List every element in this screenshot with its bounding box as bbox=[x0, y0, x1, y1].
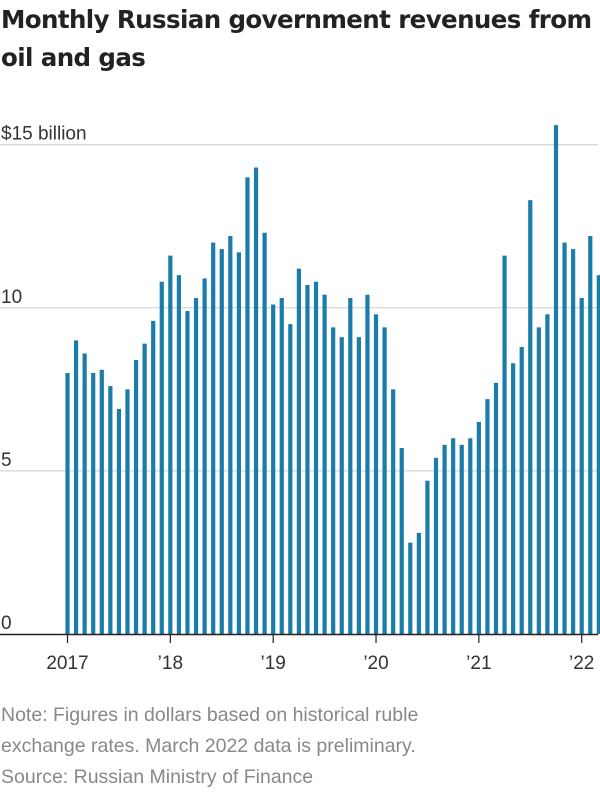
bar bbox=[125, 389, 130, 634]
bar bbox=[133, 359, 139, 634]
bar bbox=[193, 298, 199, 634]
x-tick-label: ’19 bbox=[261, 653, 286, 674]
bar bbox=[416, 532, 421, 634]
bar bbox=[408, 542, 413, 634]
bar bbox=[168, 255, 173, 635]
bar bbox=[108, 386, 113, 634]
bar bbox=[288, 324, 293, 634]
bar bbox=[399, 448, 404, 634]
bar bbox=[176, 275, 182, 634]
bar bbox=[262, 232, 267, 634]
note-line-1: Note: Figures in dollars based on histor… bbox=[1, 704, 419, 726]
bar bbox=[365, 294, 370, 634]
bar-chart: $15 billion 10 5 0 2017 ’18 ’19 ’20 ’21 ’22 bbox=[0, 124, 600, 674]
bar bbox=[571, 249, 576, 634]
chart-title: Monthly Russian government revenues from… bbox=[1, 5, 592, 72]
bar bbox=[493, 382, 499, 634]
bar bbox=[562, 242, 567, 634]
y-tick-label: $15 billion bbox=[1, 124, 87, 145]
bar bbox=[579, 298, 584, 634]
note-line-2: exchange rates. March 2022 data is preli… bbox=[1, 735, 416, 757]
bar bbox=[279, 298, 284, 634]
x-tick-label: ’21 bbox=[466, 653, 491, 674]
bar bbox=[391, 389, 396, 634]
bar bbox=[82, 353, 87, 634]
bar bbox=[73, 340, 79, 634]
bar bbox=[519, 346, 524, 634]
bar bbox=[116, 408, 122, 634]
bar bbox=[245, 177, 250, 634]
bar bbox=[502, 255, 507, 635]
bar bbox=[511, 363, 516, 634]
bar bbox=[348, 298, 353, 634]
x-tick-label: ’22 bbox=[569, 653, 594, 674]
bar bbox=[459, 444, 464, 634]
bar bbox=[356, 337, 361, 634]
bar bbox=[305, 284, 310, 634]
bar bbox=[296, 268, 301, 634]
bar bbox=[322, 294, 327, 634]
bar bbox=[159, 281, 164, 634]
bar bbox=[373, 314, 379, 634]
x-tick-label: 2017 bbox=[46, 653, 88, 674]
bar bbox=[339, 337, 344, 634]
bar bbox=[588, 236, 593, 634]
bar bbox=[382, 327, 387, 634]
bar bbox=[313, 281, 319, 634]
bar bbox=[219, 249, 224, 634]
bar bbox=[65, 373, 70, 634]
x-tick-label: ’18 bbox=[158, 653, 183, 674]
bar bbox=[485, 399, 490, 634]
bar bbox=[545, 314, 550, 634]
bar bbox=[536, 327, 541, 634]
bar bbox=[331, 327, 336, 634]
bar bbox=[425, 480, 430, 634]
bar bbox=[476, 421, 481, 634]
bar bbox=[211, 242, 216, 634]
y-tick-label: 10 bbox=[1, 287, 22, 308]
bar bbox=[151, 320, 156, 634]
chart-footnote: Note: Figures in dollars based on histor… bbox=[1, 700, 599, 793]
y-tick-labels: $15 billion 10 5 0 bbox=[1, 124, 87, 634]
bar bbox=[468, 438, 473, 634]
bar bbox=[202, 278, 207, 634]
bar bbox=[528, 200, 533, 634]
bar bbox=[236, 252, 241, 634]
bars bbox=[65, 125, 600, 635]
bar bbox=[553, 125, 559, 634]
y-tick-label: 0 bbox=[1, 613, 12, 634]
bar bbox=[271, 304, 276, 634]
x-ticks: 2017 ’18 ’19 ’20 ’21 ’22 bbox=[46, 634, 594, 674]
bar bbox=[185, 311, 190, 634]
bar bbox=[596, 275, 600, 634]
bar bbox=[228, 236, 233, 634]
source-line: Source: Russian Ministry of Finance bbox=[1, 766, 314, 788]
bar bbox=[99, 369, 104, 634]
bar bbox=[91, 373, 96, 634]
bar bbox=[442, 444, 447, 634]
bar bbox=[142, 343, 147, 634]
bar bbox=[451, 438, 456, 634]
x-tick-label: ’20 bbox=[363, 653, 388, 674]
bar bbox=[253, 167, 259, 634]
y-tick-label: 5 bbox=[1, 450, 12, 471]
bar bbox=[433, 457, 439, 634]
